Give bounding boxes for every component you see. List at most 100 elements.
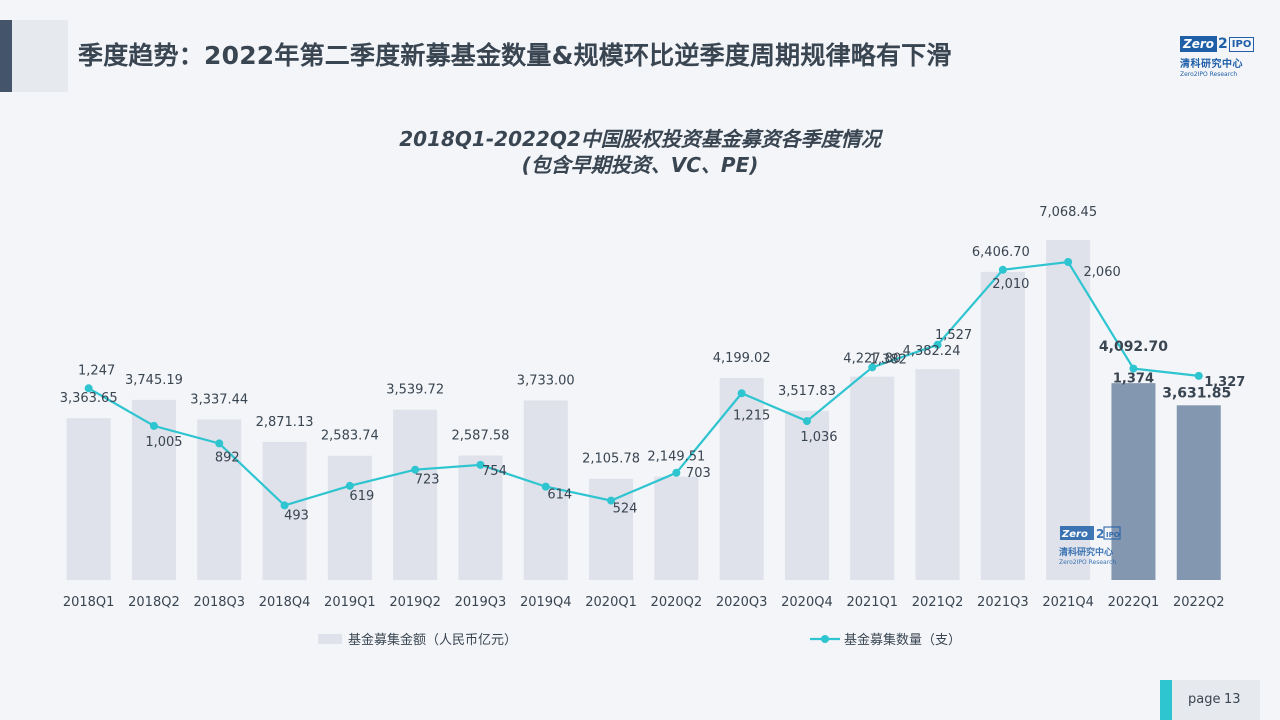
bar-value-label-2019Q3: 2,587.58	[452, 429, 510, 444]
bar-2022Q2	[1176, 405, 1221, 580]
count-point-2020Q1	[607, 496, 616, 505]
bar-2019Q3	[458, 455, 503, 580]
chart-title: 2018Q1-2022Q2中国股权投资基金募资各季度情况	[399, 127, 881, 151]
bar-2022Q1	[1111, 383, 1156, 580]
count-line	[88, 260, 1199, 507]
bar-2018Q1	[66, 418, 111, 580]
count-point-2019Q1	[345, 481, 354, 490]
bar-value-label-2019Q1: 2,583.74	[321, 429, 379, 444]
line-value-label-2021Q1: 1,382	[870, 352, 907, 367]
bar-2020Q1	[589, 478, 634, 580]
count-point-2021Q2	[933, 340, 942, 349]
logo-mark: Zero 2 IPO	[1180, 36, 1255, 52]
bar-value-label-2021Q2: 4,382.24	[903, 344, 961, 359]
count-point-2021Q3	[998, 265, 1007, 274]
count-point-2020Q3	[737, 389, 746, 398]
count-point-2019Q4	[541, 482, 550, 491]
bar-value-label-2019Q2: 3,539.72	[386, 383, 444, 398]
x-tick-2020Q4: 2020Q4	[781, 595, 833, 610]
x-tick-2019Q2: 2019Q2	[389, 595, 441, 610]
line-value-label-2021Q4: 2,060	[1084, 265, 1121, 280]
bar-2021Q4	[1046, 240, 1091, 580]
count-point-2018Q3	[215, 439, 224, 448]
legend-line-label: 基金募集数量（支）	[844, 632, 961, 648]
count-point-2019Q3	[476, 460, 485, 469]
x-tick-2022Q2: 2022Q2	[1173, 595, 1225, 610]
x-tick-2020Q1: 2020Q1	[585, 595, 637, 610]
count-point-2021Q4	[1064, 258, 1073, 266]
line-value-label-2018Q4: 493	[284, 508, 309, 523]
bar-2021Q2	[915, 369, 960, 580]
bar-2018Q4	[262, 441, 307, 580]
x-tick-2020Q3: 2020Q3	[716, 595, 768, 610]
line-value-label-2022Q2: 1,327	[1204, 375, 1245, 390]
bar-value-label-2018Q3: 3,337.44	[190, 392, 248, 407]
x-tick-2019Q1: 2019Q1	[324, 595, 376, 610]
bar-2021Q3	[980, 271, 1025, 580]
x-tick-2019Q4: 2019Q4	[520, 595, 572, 610]
count-point-2022Q1	[1129, 364, 1138, 373]
zero2ipo-logo: Zero 2 IPO 清科研究中心 Zero2IPO Research	[1180, 36, 1255, 78]
logo-two: 2	[1218, 36, 1228, 52]
line-value-label-2020Q4: 1,036	[800, 430, 837, 445]
x-tick-2022Q1: 2022Q1	[1108, 595, 1160, 610]
x-tick-2021Q2: 2021Q2	[912, 595, 964, 610]
count-point-2022Q2	[1194, 371, 1203, 380]
watermark-mark	[1060, 526, 1094, 540]
logo-name-en: Zero2IPO Research	[1180, 71, 1238, 78]
count-point-2018Q2	[149, 421, 158, 430]
x-tick-2020Q2: 2020Q2	[651, 595, 703, 610]
bar-value-label-2020Q1: 2,105.78	[582, 452, 640, 467]
count-point-2019Q2	[411, 465, 420, 474]
line-value-label-2018Q2: 1,005	[145, 435, 182, 450]
count-point-2020Q2	[672, 468, 681, 477]
line-value-label-2020Q2: 703	[686, 466, 711, 481]
line-value-label-2018Q1: 1,247	[78, 363, 115, 378]
count-point-2018Q4	[280, 501, 289, 510]
x-tick-2018Q4: 2018Q4	[259, 595, 311, 610]
line-value-label-2019Q1: 619	[349, 489, 374, 504]
count-point-2018Q1	[84, 384, 93, 393]
bar-value-label-2018Q1: 3,363.65	[60, 391, 118, 406]
page-label: page	[1188, 692, 1221, 707]
x-tick-2021Q1: 2021Q1	[846, 595, 898, 610]
page-title: 季度趋势：2022年第二季度新募基金数量&规模环比逆季度周期规律略有下滑	[78, 41, 952, 70]
x-tick-2021Q4: 2021Q4	[1042, 595, 1094, 610]
bar-value-label-2021Q1: 4,227.80	[843, 352, 901, 367]
x-tick-2021Q3: 2021Q3	[977, 595, 1029, 610]
bar-2019Q2	[393, 409, 438, 580]
line-value-label-2018Q3: 892	[215, 450, 240, 465]
count-point-2021Q1	[868, 363, 877, 372]
x-tick-2018Q2: 2018Q2	[128, 595, 180, 610]
bar-2020Q4	[784, 410, 829, 580]
x-tick-2018Q3: 2018Q3	[193, 595, 245, 610]
logo-zero: Zero	[1180, 36, 1218, 52]
x-tick-2019Q3: 2019Q3	[455, 595, 507, 610]
watermark-ipo: IPO	[1106, 531, 1120, 539]
line-value-label-2019Q4: 614	[547, 488, 572, 503]
bar-value-label-2021Q4: 7,068.45	[1039, 205, 1097, 220]
bar-value-label-2018Q2: 3,745.19	[125, 373, 183, 388]
bar-2020Q2	[654, 476, 699, 580]
footer-accent-bar	[1160, 680, 1172, 720]
bar-value-label-2018Q4: 2,871.13	[256, 415, 314, 430]
line-value-label-2019Q2: 723	[415, 473, 440, 488]
legend-bar-swatch	[318, 634, 342, 644]
bar-value-label-2021Q3: 6,406.70	[972, 245, 1030, 260]
bar-2019Q1	[327, 455, 372, 580]
header-accent-bar	[0, 20, 12, 92]
x-tick-2018Q1: 2018Q1	[63, 595, 115, 610]
line-value-label-2020Q3: 1,215	[733, 408, 770, 423]
line-value-label-2020Q1: 524	[613, 502, 638, 517]
page-number: 13	[1224, 692, 1241, 707]
chart-subtitle: (包含早期投资、VC、PE)	[521, 153, 759, 177]
line-value-label-2021Q2: 1,527	[935, 328, 972, 343]
legend-line-marker	[821, 635, 829, 643]
line-value-label-2021Q3: 2,010	[992, 277, 1029, 292]
line-value-label-2022Q1: 1,374	[1113, 372, 1154, 387]
bar-value-label-2022Q1: 4,092.70	[1099, 339, 1168, 355]
watermark-two: 2	[1096, 527, 1104, 541]
watermark-ipo-box	[1103, 526, 1121, 540]
line-value-label-2019Q3: 754	[482, 464, 507, 479]
